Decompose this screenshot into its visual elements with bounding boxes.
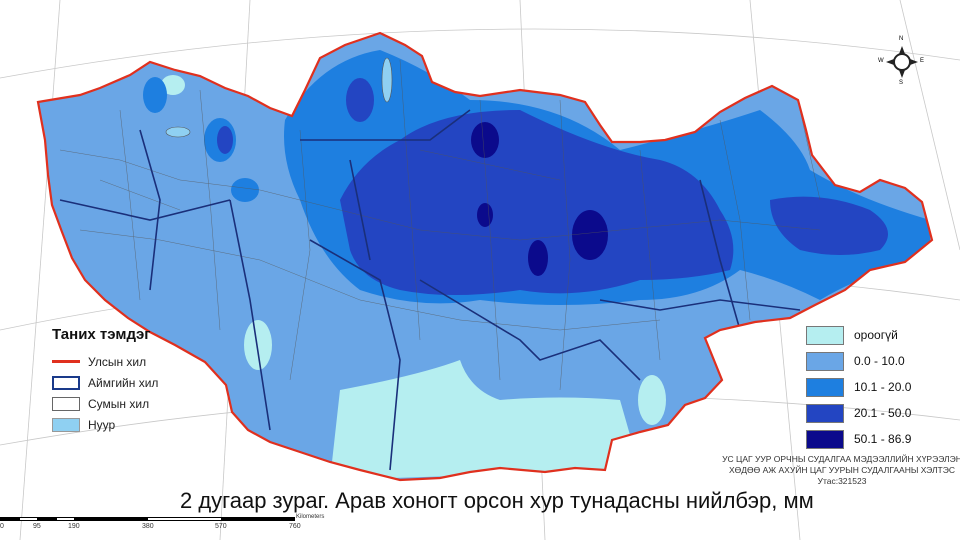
precipitation-legend: ороогүй 0.0 - 10.0 10.1 - 20.0 20.1 - 50… [806, 322, 911, 452]
legend-class-none: ороогүй [806, 322, 911, 348]
scale-tick: 760 [289, 523, 301, 530]
map-title: 2 дугаар зураг. Арав хоногт орсон хур ту… [180, 488, 814, 513]
credit-division: ХӨДӨӨ АЖ АХУЙН ЦАГ УУРЫН СУДАЛГААНЫ ХЭЛТ… [729, 465, 955, 475]
class-label: 10.1 - 20.0 [854, 380, 912, 394]
compass-e: E [920, 58, 925, 64]
legend-label: Сумын хил [88, 396, 150, 411]
compass-w: W [878, 58, 884, 64]
aimag-border-symbol [52, 375, 80, 390]
legend-label: Аймгийн хил [88, 375, 159, 390]
legend-item-country-border: Улсын хил [52, 351, 158, 372]
class-swatch [806, 377, 844, 397]
scale-tick: 570 [215, 523, 227, 530]
class-label: 50.1 - 86.9 [854, 432, 912, 446]
credit-institute: УС ЦАГ УУР ОРЧНЫ СУДАЛГАА МЭДЭЭЛЛИЙН ХҮР… [722, 454, 960, 464]
class-swatch [806, 351, 844, 371]
class-swatch [806, 429, 844, 449]
scale-tick: 380 [142, 523, 154, 530]
red-line-symbol [52, 360, 80, 363]
legend-class-0-10: 0.0 - 10.0 [806, 348, 911, 374]
class-label: 20.1 - 50.0 [854, 406, 912, 420]
scale-tick: 95 [33, 523, 41, 530]
sum-border-symbol [52, 396, 80, 411]
legend-title: Таних тэмдэг [52, 326, 151, 343]
legend-class-50-87: 50.1 - 86.9 [806, 426, 911, 452]
class-swatch [806, 325, 844, 345]
map-legend: Таних тэмдэг Улсын хил Аймгийн хил Сумын… [52, 326, 158, 435]
compass-s: S [899, 80, 904, 86]
legend-label: Улсын хил [88, 354, 147, 369]
legend-class-20-50: 20.1 - 50.0 [806, 400, 911, 426]
class-label: 0.0 - 10.0 [854, 354, 905, 368]
legend-item-lake: Нуур [52, 414, 158, 435]
class-swatch [806, 403, 844, 423]
legend-item-sum-border: Сумын хил [52, 393, 158, 414]
credits: УС ЦАГ УУР ОРЧНЫ СУДАЛГАА МЭДЭЭЛЛИЙН ХҮР… [722, 454, 960, 487]
class-label: ороогүй [854, 328, 898, 342]
legend-label: Нуур [88, 417, 116, 432]
scale-tick: 0 [0, 523, 4, 530]
compass-n: N [899, 36, 904, 42]
scale-unit: Kilometers [296, 514, 325, 520]
legend-class-10-20: 10.1 - 20.0 [806, 374, 911, 400]
scale-tick: 190 [68, 523, 80, 530]
scale-bar: 0 95 190 380 570 760 Kilometers [0, 514, 340, 542]
credit-phone: Утас:321523 [817, 476, 867, 486]
legend-item-aimag-border: Аймгийн хил [52, 372, 158, 393]
compass-rose: N S W E [878, 36, 928, 91]
lake-symbol [52, 417, 80, 432]
